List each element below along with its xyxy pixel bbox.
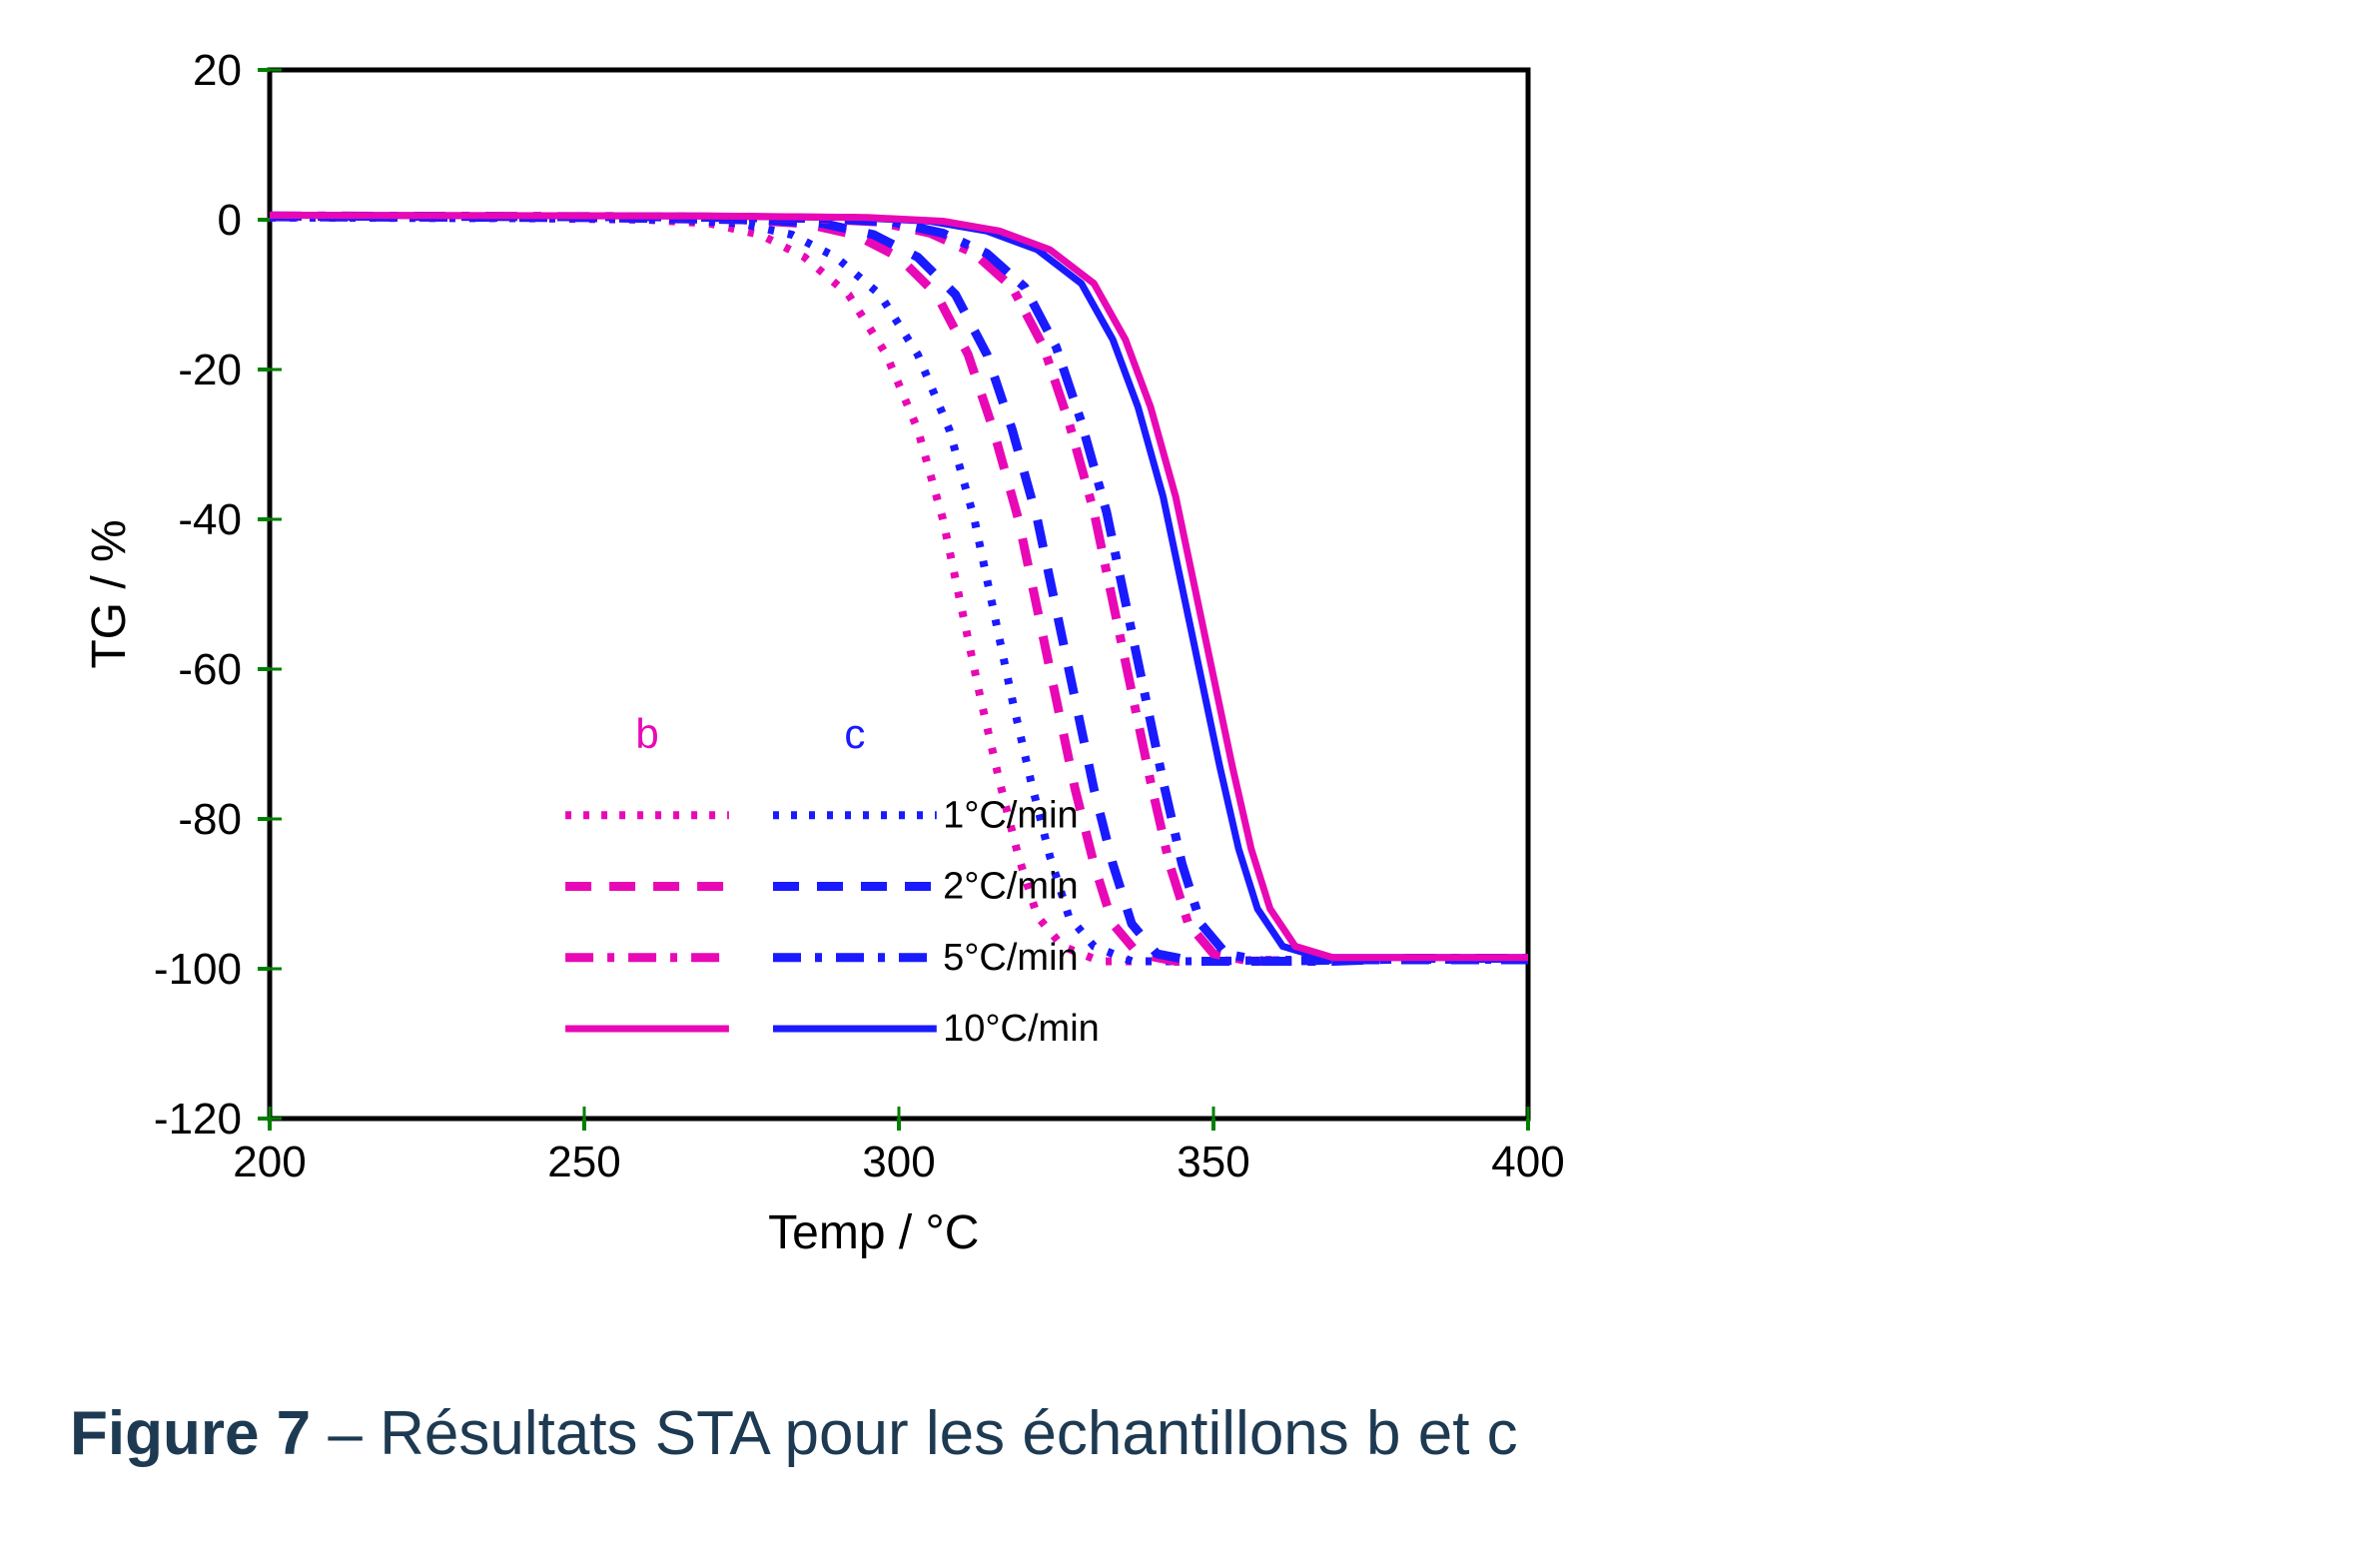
svg-text:-40: -40 [178, 495, 242, 544]
svg-text:5°C/min: 5°C/min [943, 937, 1079, 979]
svg-text:1°C/min: 1°C/min [943, 794, 1079, 836]
svg-text:-100: -100 [154, 945, 242, 994]
svg-text:b: b [635, 710, 658, 757]
svg-text:200: 200 [233, 1138, 306, 1186]
svg-text:350: 350 [1177, 1138, 1249, 1186]
svg-text:2°C/min: 2°C/min [943, 866, 1079, 908]
svg-text:250: 250 [547, 1138, 620, 1186]
svg-text:20: 20 [193, 46, 242, 95]
svg-text:-60: -60 [178, 645, 242, 694]
tg-chart-container: -120 -100 -80 -60 -40 -20 0 20 200 250 300 350 400 Te… [70, 20, 1628, 1268]
svg-text:300: 300 [862, 1138, 935, 1186]
figure-text: – Résultats STA pour les échantillons b … [311, 1399, 1518, 1468]
svg-text:-20: -20 [178, 346, 242, 394]
svg-text:10°C/min: 10°C/min [943, 1008, 1100, 1050]
svg-text:-120: -120 [154, 1095, 242, 1144]
svg-text:-80: -80 [178, 795, 242, 844]
tg-chart: -120 -100 -80 -60 -40 -20 0 20 200 250 300 350 400 Te… [70, 20, 1628, 1268]
svg-text:Temp / °C: Temp / °C [768, 1206, 979, 1259]
svg-text:400: 400 [1491, 1138, 1564, 1186]
svg-text:c: c [844, 710, 865, 757]
svg-text:0: 0 [218, 196, 242, 245]
figure-number: Figure 7 [70, 1399, 311, 1468]
svg-text:TG / %: TG / % [83, 519, 136, 668]
figure-caption: Figure 7 – Résultats STA pour les échant… [70, 1398, 1518, 1469]
